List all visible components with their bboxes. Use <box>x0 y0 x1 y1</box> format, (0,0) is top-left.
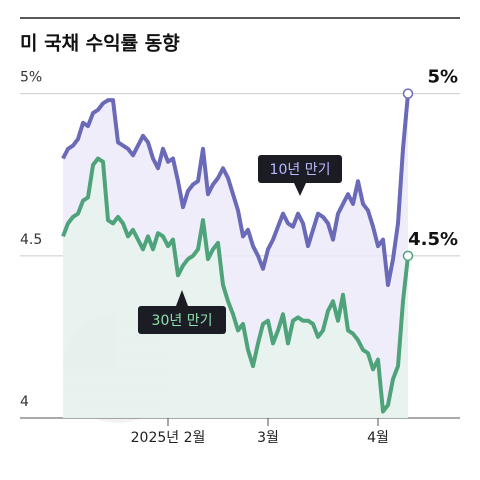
series-line <box>61 93 410 288</box>
callout-pointer <box>176 290 188 306</box>
chart-title: 미 국채 수익률 동향 <box>20 33 180 55</box>
end-marker <box>402 250 414 262</box>
x-tick-label: 2025년 2월 <box>131 430 206 446</box>
legend-callout: 30년 만기 <box>138 290 226 334</box>
legend-callout: 10년 만기 <box>258 155 342 196</box>
y-tick-label: 4 <box>20 394 29 410</box>
end-marker <box>402 88 414 99</box>
callout-box <box>258 155 342 183</box>
legend-label: 10년 만기 <box>270 162 331 178</box>
y-tick-label: 5% <box>20 70 42 86</box>
y-tick-label: 4.5 <box>20 232 42 248</box>
value-label: 4.5% <box>408 229 458 250</box>
series-area <box>63 158 408 419</box>
callout-box <box>138 306 226 334</box>
series-line <box>61 156 410 414</box>
legend-label: 30년 만기 <box>152 313 213 329</box>
x-tick-label: 4월 <box>367 430 389 446</box>
callout-pointer <box>294 183 306 196</box>
x-tick-label: 3월 <box>257 430 279 446</box>
value-label: 5% <box>427 67 458 88</box>
